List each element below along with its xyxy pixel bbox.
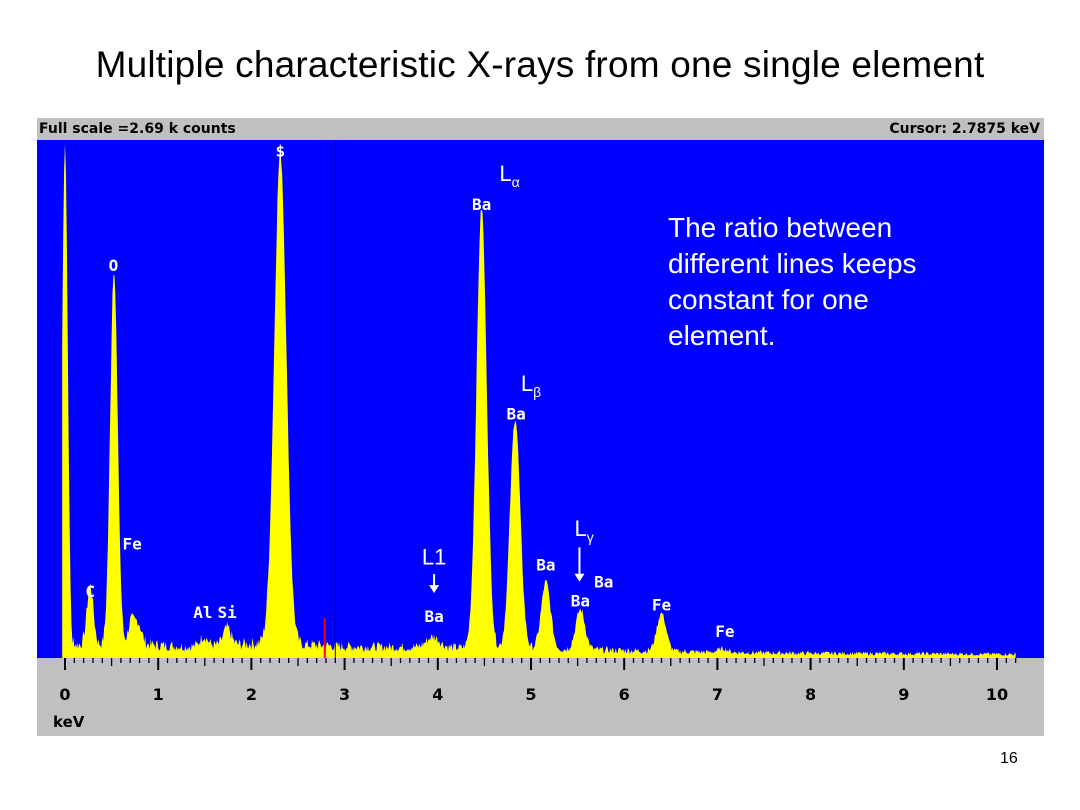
peak-label: Fe (652, 595, 671, 614)
peak-label: Ba (506, 405, 525, 424)
peak-label: Al (193, 603, 212, 622)
peak-label: $ (275, 141, 285, 160)
x-tick-label: 4 (432, 685, 443, 704)
annotation-text: The ratio between different lines keeps … (668, 212, 917, 351)
x-tick-label: 5 (525, 685, 536, 704)
full-scale-readout: Full scale =2.69 k counts (39, 121, 236, 137)
plot-area (37, 140, 1044, 658)
x-tick-label: 3 (339, 685, 350, 704)
x-tick-label: 7 (712, 685, 723, 704)
x-tick-label: 8 (805, 685, 816, 704)
peak-label: Fe (715, 622, 734, 641)
peak-label: O (109, 256, 119, 275)
line-label: L1 (422, 545, 446, 570)
peak-label: Si (218, 603, 238, 622)
peak-label: C (85, 582, 95, 601)
x-axis-title: keV (53, 713, 85, 731)
peak-label: Ba (594, 572, 613, 591)
arrow-head (429, 585, 440, 594)
slide-title: Multiple characteristic X-rays from one … (95, 44, 985, 85)
cursor-readout: Cursor: 2.7875 keV (889, 121, 1040, 137)
x-tick-label: 9 (898, 685, 909, 704)
peak-label: Fe (122, 534, 141, 553)
peak-label: Ba (424, 607, 443, 626)
x-tick-label: 0 (59, 685, 70, 704)
peak-label: Ba (571, 592, 590, 611)
x-tick-label: 6 (619, 685, 630, 704)
x-tick-label: 2 (246, 685, 257, 704)
x-axis: 0 1 2 3 4 5 6 7 8 9 10 (59, 658, 1017, 704)
arrow-head (574, 573, 585, 582)
peak-label: Ba (536, 555, 555, 574)
peak-label: Ba (472, 195, 491, 214)
x-tick-label: 1 (153, 685, 164, 704)
x-tick-label: 10 (986, 685, 1008, 704)
page-number: 16 (1000, 750, 1018, 767)
